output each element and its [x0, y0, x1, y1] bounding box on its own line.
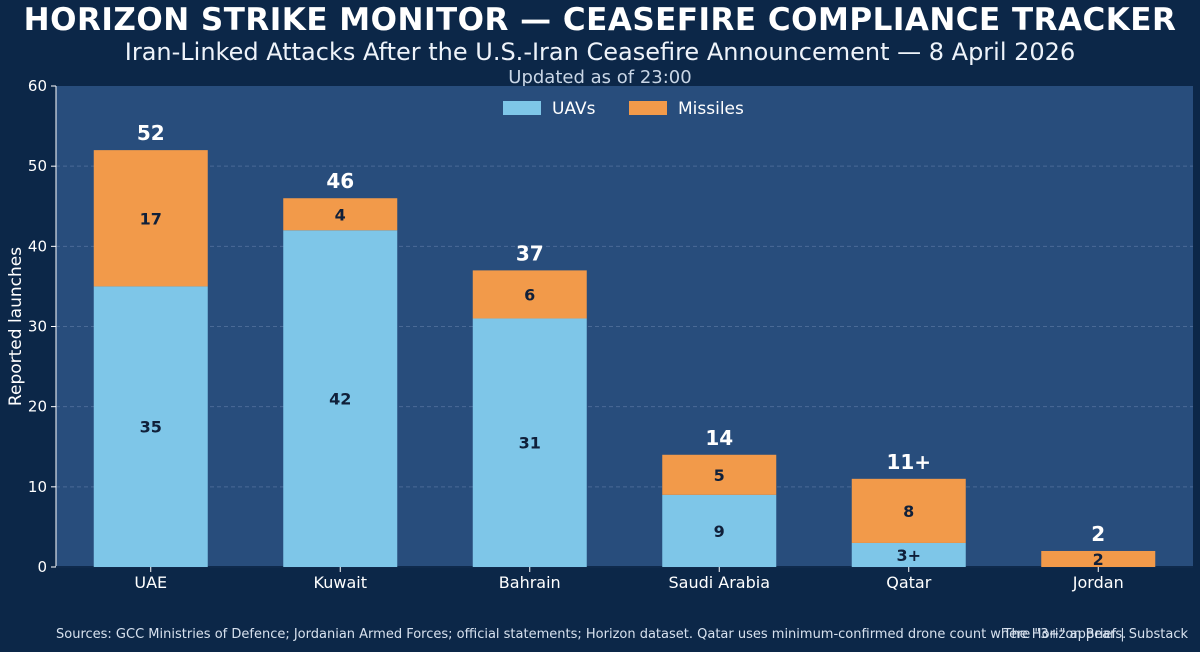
bar-uavs: [662, 494, 777, 567]
bar-value-label: 8: [903, 502, 914, 521]
y-tick-label: 20: [28, 398, 47, 416]
legend-swatch-missiles: [629, 101, 667, 115]
bar-uavs: [93, 286, 208, 567]
bar-value-label: 9: [714, 522, 725, 541]
bar-value-label: 2: [1093, 550, 1104, 569]
y-tick-label: 30: [28, 318, 47, 336]
y-tick-label: 60: [28, 77, 47, 95]
legend-label-missiles: Missiles: [678, 99, 744, 119]
bar-total-label: 11+: [886, 450, 931, 474]
bar-value-label: 31: [519, 434, 541, 453]
bar-missiles: [662, 454, 777, 495]
legend-swatch-uavs: [503, 101, 541, 115]
bar-total-label: 14: [705, 426, 733, 450]
bar-missiles: [283, 198, 398, 231]
bar-total-label: 46: [326, 169, 354, 193]
bar-uavs: [851, 542, 966, 567]
bar-missiles: [851, 478, 966, 543]
legend-label-uavs: UAVs: [552, 99, 596, 119]
y-tick-label: 10: [28, 478, 47, 496]
chart-subtitle: Iran-Linked Attacks After the U.S.-Iran …: [124, 38, 1076, 66]
bar-value-label: 5: [714, 466, 725, 485]
x-tick-label: UAE: [134, 573, 167, 592]
bar-uavs: [472, 318, 587, 567]
x-tick-label: Jordan: [1072, 573, 1124, 592]
bar-value-label: 35: [140, 418, 162, 437]
x-tick-label: Kuwait: [314, 573, 367, 592]
bar-missiles: [93, 150, 208, 287]
bar-total-label: 52: [137, 121, 165, 145]
bar-value-label: 4: [335, 205, 346, 224]
y-tick-label: 0: [37, 558, 47, 576]
x-tick-label: Qatar: [886, 573, 931, 592]
y-tick-label: 50: [28, 157, 47, 175]
y-axis-label: Reported launches: [6, 247, 26, 406]
updated-timestamp: Updated as of 23:00: [508, 67, 692, 88]
bar-missiles: [1041, 550, 1156, 567]
sources-note: Sources: GCC Ministries of Defence; Jord…: [56, 627, 1127, 642]
chart-title: HORIZON STRIKE MONITOR — CEASEFIRE COMPL…: [23, 2, 1177, 38]
bar-missiles: [472, 270, 587, 319]
bar-total-label: 2: [1091, 522, 1105, 546]
bar-value-label: 3+: [896, 546, 921, 565]
bar-value-label: 6: [524, 285, 535, 304]
bar-total-label: 37: [516, 241, 544, 265]
bar-uavs: [283, 230, 398, 568]
y-tick-label: 40: [28, 237, 47, 255]
x-tick-label: Bahrain: [499, 573, 561, 592]
x-tick-label: Saudi Arabia: [668, 573, 770, 592]
bar-value-label: 17: [140, 209, 162, 228]
credit-text: The Horizon Brief | Substack: [1003, 627, 1189, 642]
bar-value-label: 42: [329, 390, 351, 409]
